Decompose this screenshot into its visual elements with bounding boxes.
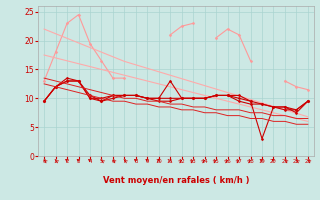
X-axis label: Vent moyen/en rafales ( km/h ): Vent moyen/en rafales ( km/h ) — [103, 176, 249, 185]
